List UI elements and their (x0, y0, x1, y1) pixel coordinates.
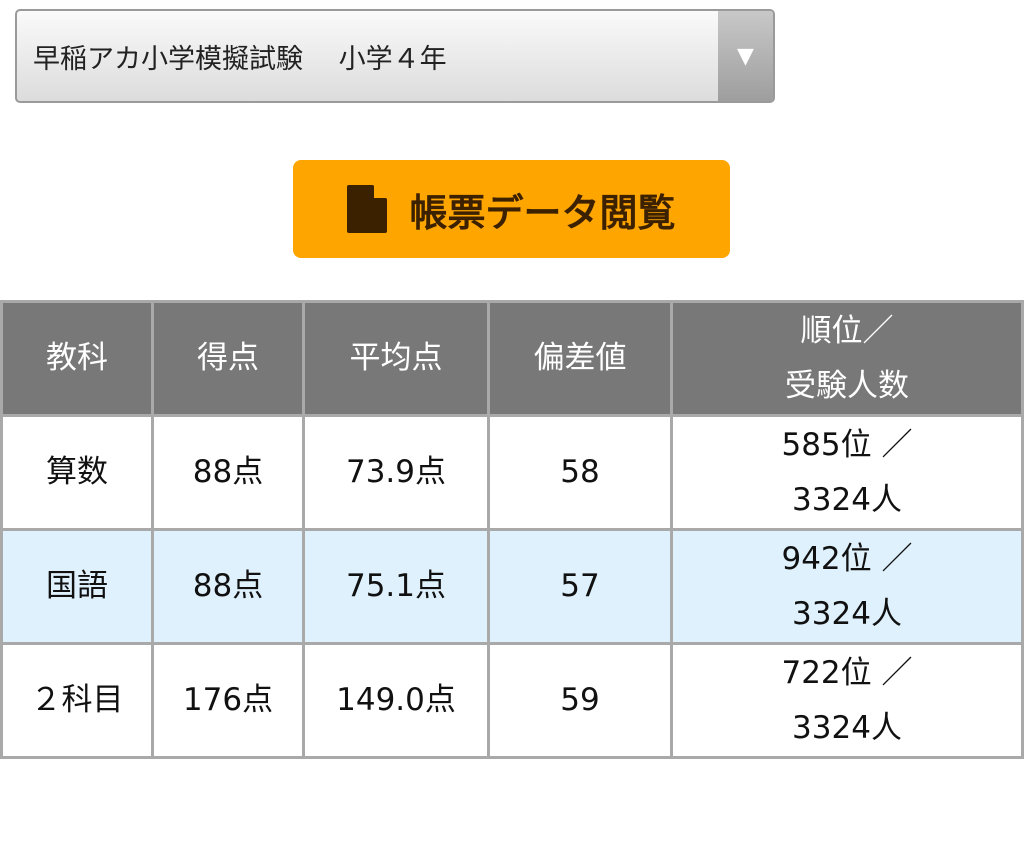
header-score: 得点 (151, 300, 305, 417)
cell-average: 149.0点 (302, 642, 490, 759)
table-header-row: 教科 得点 平均点 偏差値 順位／ 受験人数 (0, 300, 1024, 417)
table-row: ２科目 176点 149.0点 59 722位 ／ 3324人 (0, 642, 1024, 759)
cell-deviation: 58 (487, 414, 673, 531)
header-rank-line1: 順位／ (800, 313, 894, 350)
cell-deviation: 57 (487, 528, 673, 645)
exam-select-value: 早稲アカ小学模擬試験 小学４年 (33, 43, 447, 75)
header-rank: 順位／ 受験人数 (670, 300, 1024, 417)
triangle-down-icon[interactable]: ▼ (718, 11, 773, 101)
document-icon (347, 185, 388, 233)
results-table: 教科 得点 平均点 偏差値 順位／ 受験人数 算数 88点 73.9点 58 58… (0, 300, 1024, 759)
header-rank-line2: 受験人数 (785, 367, 909, 404)
examinees-value: 3324人 (792, 709, 902, 746)
table-row: 算数 88点 73.9点 58 585位 ／ 3324人 (0, 414, 1024, 531)
examinees-value: 3324人 (792, 481, 902, 518)
rank-value: 585位 ／ (781, 427, 913, 464)
table-row: 国語 88点 75.1点 57 942位 ／ 3324人 (0, 528, 1024, 645)
view-report-label: 帳票データ閲覧 (409, 190, 676, 235)
cell-subject: 国語 (0, 528, 154, 645)
cell-score: 88点 (151, 414, 305, 531)
exam-select[interactable]: 早稲アカ小学模擬試験 小学４年 ▼ (15, 9, 775, 103)
examinees-value: 3324人 (792, 595, 902, 632)
cell-rank: 942位 ／ 3324人 (670, 528, 1024, 645)
cell-subject: 算数 (0, 414, 154, 531)
cell-average: 75.1点 (302, 528, 490, 645)
cell-deviation: 59 (487, 642, 673, 759)
view-report-button[interactable]: 帳票データ閲覧 (293, 160, 730, 258)
cell-rank: 585位 ／ 3324人 (670, 414, 1024, 531)
cell-subject: ２科目 (0, 642, 154, 759)
cell-score: 176点 (151, 642, 305, 759)
header-subject: 教科 (0, 300, 154, 417)
header-deviation: 偏差値 (487, 300, 673, 417)
rank-value: 942位 ／ (781, 541, 913, 578)
header-average: 平均点 (302, 300, 490, 417)
cell-average: 73.9点 (302, 414, 490, 531)
cell-rank: 722位 ／ 3324人 (670, 642, 1024, 759)
cell-score: 88点 (151, 528, 305, 645)
rank-value: 722位 ／ (781, 655, 913, 692)
